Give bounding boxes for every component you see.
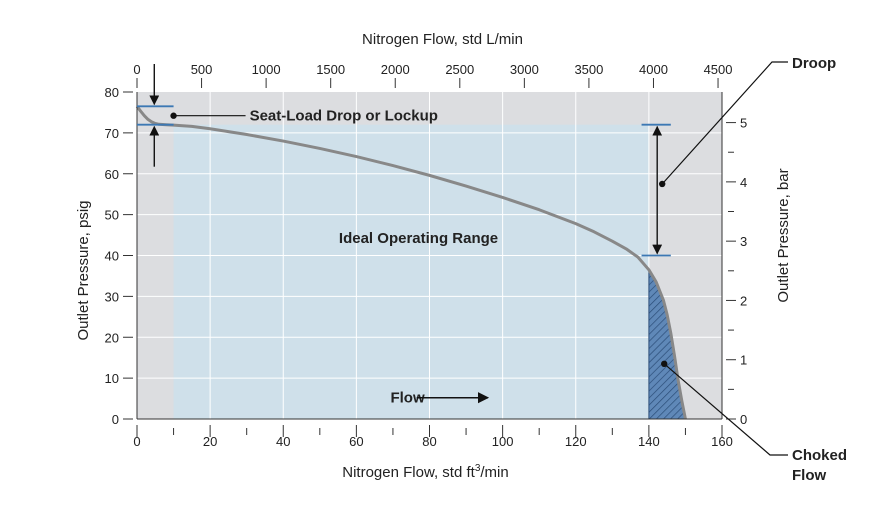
choked-label-line2: Flow: [792, 467, 826, 484]
x-bottom-tick-label: 160: [711, 434, 733, 449]
choked-leader: [663, 363, 788, 456]
x-top-tick-label: 3000: [510, 62, 539, 77]
x-top-tick-label: 0: [133, 62, 140, 77]
x-top-tick-label: 2000: [381, 62, 410, 77]
y-left-tick-label: 30: [105, 289, 119, 304]
x-bottom-tick-label: 0: [133, 434, 140, 449]
x-bottom-tick-label: 140: [638, 434, 660, 449]
seat-load-label: Seat-Load Drop or Lockup: [250, 108, 438, 125]
x-top-tick-label: 2500: [445, 62, 474, 77]
y-left-tick-label: 50: [105, 208, 119, 223]
y-right-tick-label: 0: [740, 412, 747, 427]
guide-lines: [137, 64, 671, 257]
droop-leader: [661, 61, 788, 185]
y-left-tick-label: 70: [105, 126, 119, 141]
ideal-range-label: Ideal Operating Range: [339, 230, 498, 247]
y-left-tick-label: 10: [105, 371, 119, 386]
y-left-tick-label: 0: [112, 412, 119, 427]
annotations: Seat-Load Drop or Lockup Ideal Operating …: [170, 55, 847, 484]
x-top-tick-label: 4500: [704, 62, 733, 77]
x-bottom-tick-label: 100: [492, 434, 514, 449]
x-bottom-title-main: Nitrogen Flow, std ft: [342, 464, 475, 481]
x-top-tick-label: 500: [191, 62, 213, 77]
y-right-tick-label: 4: [740, 175, 747, 190]
axis-titles: Nitrogen Flow, std L/min Nitrogen Flow, …: [75, 31, 792, 481]
x-bottom-tick-label: 120: [565, 434, 587, 449]
y-right-axis-title: Outlet Pressure, bar: [775, 168, 792, 302]
x-top-tick-label: 1500: [316, 62, 345, 77]
flow-label: Flow: [390, 390, 424, 407]
y-right-tick-label: 5: [740, 116, 747, 131]
x-bottom-tick-label: 80: [422, 434, 436, 449]
x-bottom-title-sup: 3: [475, 463, 481, 474]
x-top-tick-label: 1000: [252, 62, 281, 77]
x-bottom-tick-label: 60: [349, 434, 363, 449]
x-top-tick-label: 4000: [639, 62, 668, 77]
droop-label: Droop: [792, 55, 836, 72]
y-right-tick-label: 3: [740, 234, 747, 249]
x-bottom-tick-label: 20: [203, 434, 217, 449]
y-left-tick-label: 40: [105, 249, 119, 264]
x-top-tick-label: 3500: [574, 62, 603, 77]
y-left-tick-label: 80: [105, 85, 119, 100]
x-bottom-title-suffix: /min: [480, 464, 508, 481]
y-right-tick-label: 2: [740, 293, 747, 308]
x-bottom-axis-title: Nitrogen Flow, std ft3/min: [342, 463, 508, 481]
x-top-axis-title: Nitrogen Flow, std L/min: [362, 31, 523, 48]
y-left-axis-title: Outlet Pressure, psig: [75, 200, 92, 340]
ideal-operating-region: [173, 124, 649, 419]
y-left-tick-label: 20: [105, 330, 119, 345]
y-left-tick-label: 60: [105, 167, 119, 182]
choked-label-line1: Choked: [792, 447, 847, 464]
grid-lines: [137, 92, 722, 419]
y-right-tick-label: 1: [740, 353, 747, 368]
x-bottom-tick-label: 40: [276, 434, 290, 449]
